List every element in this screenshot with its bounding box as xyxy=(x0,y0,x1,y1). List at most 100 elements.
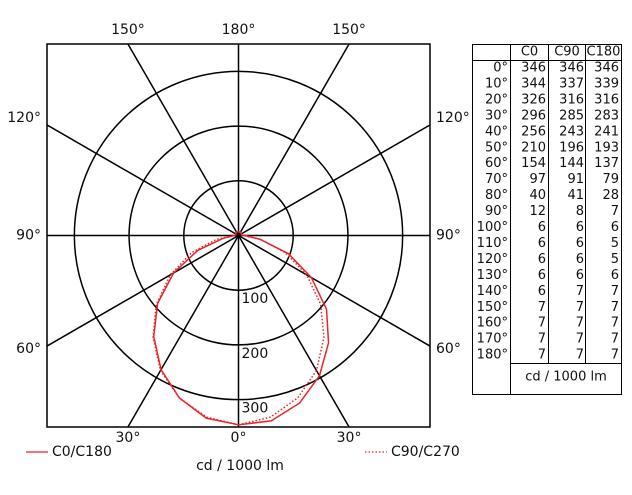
angle-label: 30° xyxy=(116,430,141,446)
table-cell: 91 xyxy=(567,172,584,187)
table-angle: 90° xyxy=(485,204,508,219)
table-cell: 316 xyxy=(594,92,619,107)
grid-spoke xyxy=(237,235,350,428)
table-cell: 337 xyxy=(559,76,584,91)
table-cell: 7 xyxy=(611,284,619,299)
table-angle: 180° xyxy=(477,348,508,363)
angle-label: 120° xyxy=(7,110,41,126)
table-cell: 6 xyxy=(538,284,546,299)
angle-label: 150° xyxy=(332,22,366,38)
table-cell: 6 xyxy=(538,220,546,235)
table-angle: 80° xyxy=(485,188,508,203)
table-cell: 316 xyxy=(559,92,584,107)
table-cell: 6 xyxy=(611,268,619,283)
table-angle: 10° xyxy=(485,76,508,91)
table-cell: 256 xyxy=(521,124,546,139)
table-cell: 7 xyxy=(538,316,546,331)
table-cell: 344 xyxy=(521,76,546,91)
table-angle: 130° xyxy=(477,268,508,283)
table-angle: 40° xyxy=(485,124,508,139)
table-angle: 100° xyxy=(477,220,508,235)
table-cell: 7 xyxy=(611,316,619,331)
table-cell: 40 xyxy=(529,188,546,203)
table-cell: 196 xyxy=(559,140,584,155)
table-angle: 170° xyxy=(477,332,508,347)
table-cell: 6 xyxy=(538,268,546,283)
table-note: cd / 1000 lm xyxy=(525,370,607,385)
table-cell: 28 xyxy=(602,188,619,203)
table-cell: 5 xyxy=(611,236,619,251)
table-cell: 79 xyxy=(602,172,619,187)
angle-label: 60° xyxy=(16,341,41,357)
table-cell: 210 xyxy=(521,140,546,155)
table-cell: 296 xyxy=(521,108,546,123)
table-cell: 6 xyxy=(611,220,619,235)
table-cell: 6 xyxy=(538,236,546,251)
table-cell: 346 xyxy=(594,61,619,76)
table-angle: 140° xyxy=(477,284,508,299)
grid-spoke xyxy=(238,124,431,237)
grid-spoke xyxy=(127,43,240,236)
angle-label: 120° xyxy=(436,110,470,126)
table-cell: 5 xyxy=(611,252,619,267)
table-header: C180 xyxy=(587,45,621,60)
table-cell: 7 xyxy=(576,300,584,315)
curve xyxy=(238,230,325,426)
table-angle: 150° xyxy=(477,300,508,315)
table-cell: 346 xyxy=(521,61,546,76)
table-cell: 12 xyxy=(529,204,546,219)
table-cell: 7 xyxy=(538,348,546,363)
table-cell: 154 xyxy=(521,156,546,171)
table-cell: 241 xyxy=(594,124,619,139)
r-tick-label: 100 xyxy=(242,291,269,307)
table-cell: 41 xyxy=(567,188,584,203)
table-cell: 7 xyxy=(576,316,584,331)
r-tick-label: 200 xyxy=(242,346,269,362)
table-angle: 0° xyxy=(493,61,508,76)
table-cell: 6 xyxy=(576,236,584,251)
table-frame xyxy=(472,44,622,395)
table-cell: 7 xyxy=(538,332,546,347)
table-angle: 120° xyxy=(477,252,508,267)
r-tick-label: 300 xyxy=(242,401,269,417)
table-cell: 339 xyxy=(594,76,619,91)
table-angle: 30° xyxy=(485,108,508,123)
table-angle: 50° xyxy=(485,140,508,155)
table-header: C90 xyxy=(554,45,580,60)
table-cell: 7 xyxy=(576,348,584,363)
table-cell: 283 xyxy=(594,108,619,123)
angle-label: 60° xyxy=(436,341,461,357)
table-cell: 6 xyxy=(576,252,584,267)
x-axis-label: cd / 1000 lm xyxy=(196,458,284,474)
table-cell: 97 xyxy=(529,172,546,187)
grid-spoke xyxy=(46,124,239,237)
table-cell: 285 xyxy=(559,108,584,123)
angle-label: 90° xyxy=(436,228,461,244)
table-angle: 20° xyxy=(485,92,508,107)
table-cell: 7 xyxy=(611,348,619,363)
grid-spoke xyxy=(238,234,431,347)
table-cell: 6 xyxy=(538,252,546,267)
table-cell: 7 xyxy=(576,332,584,347)
table-cell: 243 xyxy=(559,124,584,139)
table-cell: 7 xyxy=(576,284,584,299)
table-cell: 144 xyxy=(559,156,584,171)
table-cell: 137 xyxy=(594,156,619,171)
angle-label: 180° xyxy=(222,22,256,38)
legend-label: C0/C180 xyxy=(52,444,112,460)
table-cell: 326 xyxy=(521,92,546,107)
table-angle: 60° xyxy=(485,156,508,171)
grid-spoke xyxy=(46,234,239,347)
table-cell: 7 xyxy=(611,332,619,347)
table-angle: 160° xyxy=(477,316,508,331)
table-cell: 6 xyxy=(576,220,584,235)
table-cell: 6 xyxy=(576,268,584,283)
curve xyxy=(152,230,239,426)
angle-label: 30° xyxy=(337,430,362,446)
angle-label: 150° xyxy=(111,22,145,38)
table-cell: 8 xyxy=(576,204,584,219)
table-cell: 7 xyxy=(611,300,619,315)
table-cell: 7 xyxy=(611,204,619,219)
